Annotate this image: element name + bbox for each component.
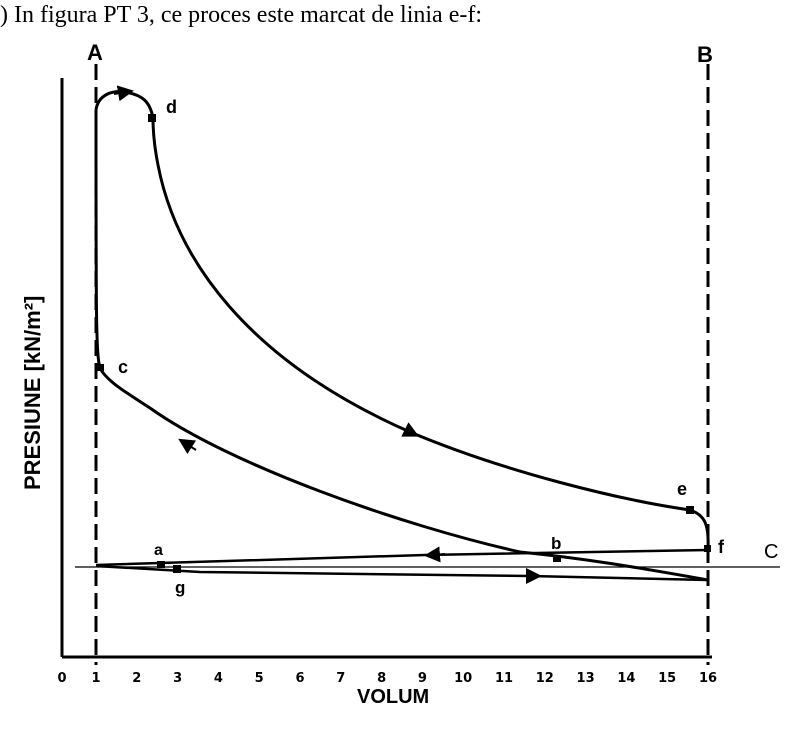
point-marker-b — [553, 556, 561, 562]
x-tick-label: 3 — [173, 671, 182, 686]
x-tick-label: 16 — [699, 671, 717, 686]
x-tick-label: 12 — [536, 671, 554, 686]
point-marker-c — [97, 364, 104, 371]
x-tick-labels: 0 1 2 3 4 5 6 7 8 9 10 11 12 13 14 15 16 — [57, 671, 717, 686]
combustion-curve — [94, 90, 155, 119]
x-tick-label: 4 — [214, 671, 223, 686]
point-marker-f — [704, 545, 711, 552]
point-marker-e — [686, 506, 694, 514]
label-point-d: d — [166, 97, 177, 117]
label-point-e: e — [677, 479, 687, 499]
exhaust-line — [95, 548, 709, 567]
compression-curve — [94, 109, 709, 582]
label-point-f: f — [718, 537, 725, 557]
arrow-mark — [178, 438, 197, 455]
x-tick-label: 6 — [295, 671, 304, 686]
x-axis-label: VOLUM — [357, 686, 429, 708]
x-tick-label: 1 — [91, 671, 100, 686]
x-tick-label: 11 — [495, 671, 513, 686]
x-tick-label: 13 — [577, 671, 595, 686]
x-tick-label: 7 — [336, 671, 345, 686]
label-b-line: B — [697, 42, 713, 67]
label-point-b: b — [551, 534, 561, 553]
arrow-mark — [424, 546, 446, 563]
expansion-curve — [151, 117, 710, 549]
x-tick-label: 0 — [57, 671, 66, 686]
y-axis-label: PRESIUNE [kN/m²] — [20, 296, 45, 490]
label-a-line: A — [87, 40, 103, 65]
point-marker-a — [157, 561, 165, 568]
point-marker-g — [173, 565, 181, 573]
label-point-a: a — [154, 542, 163, 559]
x-tick-label: 10 — [454, 671, 472, 686]
x-tick-label: 9 — [418, 671, 427, 686]
label-point-g: g — [175, 578, 185, 597]
x-tick-label: 2 — [132, 671, 141, 686]
arrow-mark — [113, 85, 134, 102]
question-text: ) In figura PT 3, ce proces este marcat … — [0, 2, 483, 28]
point-marker-d — [148, 114, 156, 122]
arrow-mark — [399, 422, 420, 437]
intake-line — [95, 564, 709, 582]
label-point-c: c — [118, 357, 128, 377]
label-c-line: C — [764, 541, 778, 563]
x-tick-label: 15 — [658, 671, 676, 686]
x-tick-label: 8 — [377, 671, 386, 686]
x-tick-label: 5 — [255, 671, 264, 686]
x-tick-label: 14 — [617, 671, 635, 686]
